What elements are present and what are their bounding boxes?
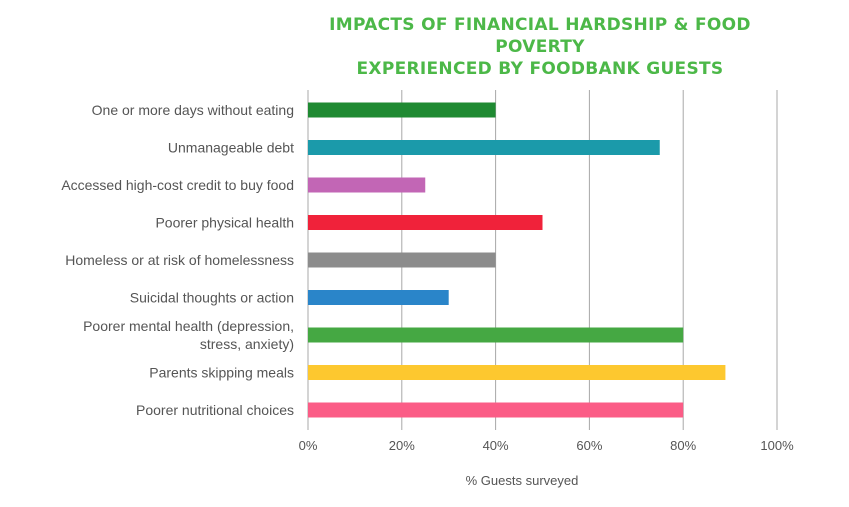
category-label-line: stress, anxiety) (200, 336, 294, 352)
category-label-line: Poorer mental health (depression, (83, 318, 294, 334)
x-tick-label-60: 60% (576, 438, 602, 453)
bar-6 (308, 290, 449, 305)
chart-title: IMPACTS OF FINANCIAL HARDSHIP & FOOD POV… (300, 14, 780, 80)
x-tick-label-100: 100% (760, 438, 794, 453)
category-label-9: Poorer nutritional choices (136, 402, 294, 418)
category-label-line: One or more days without eating (92, 102, 294, 118)
x-tick-labels: 0% 20% 40% 60% 80% 100% (299, 438, 794, 453)
category-label-line: Parents skipping meals (149, 365, 294, 381)
bar-1 (308, 102, 496, 118)
bar-7 (308, 327, 684, 343)
category-label-1: One or more days without eating (92, 102, 294, 118)
category-label-5: Homeless or at risk of homelessness (65, 252, 294, 268)
chart-title-line-1: IMPACTS OF FINANCIAL HARDSHIP & FOOD POV… (329, 15, 751, 57)
bar-8 (308, 365, 726, 380)
category-label-8: Parents skipping meals (149, 365, 294, 381)
x-tick-label-20: 20% (389, 438, 415, 453)
bars (308, 102, 726, 418)
x-axis-title: % Guests surveyed (466, 473, 579, 488)
bar-9 (308, 402, 684, 418)
x-tick-label-80: 80% (670, 438, 696, 453)
category-label-4: Poorer physical health (155, 215, 294, 231)
bar-4 (308, 215, 543, 230)
category-label-line: Unmanageable debt (168, 140, 294, 156)
category-label-6: Suicidal thoughts or action (130, 290, 294, 306)
bar-2 (308, 140, 660, 155)
category-label-3: Accessed high-cost credit to buy food (61, 177, 294, 193)
chart-title-line-2: EXPERIENCED BY FOODBANK GUESTS (356, 59, 724, 79)
category-label-7: Poorer mental health (depression, stress,… (83, 318, 294, 352)
category-label-2: Unmanageable debt (168, 140, 294, 156)
category-labels: One or more days without eating Unmanagea… (61, 102, 294, 418)
category-label-line: Poorer physical health (155, 215, 294, 231)
category-label-line: Homeless or at risk of homelessness (65, 252, 294, 268)
x-tick-label-0: 0% (299, 438, 318, 453)
x-tick-label-40: 40% (483, 438, 509, 453)
bar-3 (308, 177, 426, 193)
bar-5 (308, 252, 496, 268)
category-label-line: Poorer nutritional choices (136, 402, 294, 418)
category-label-line: Suicidal thoughts or action (130, 290, 294, 306)
category-label-line: Accessed high-cost credit to buy food (61, 177, 294, 193)
